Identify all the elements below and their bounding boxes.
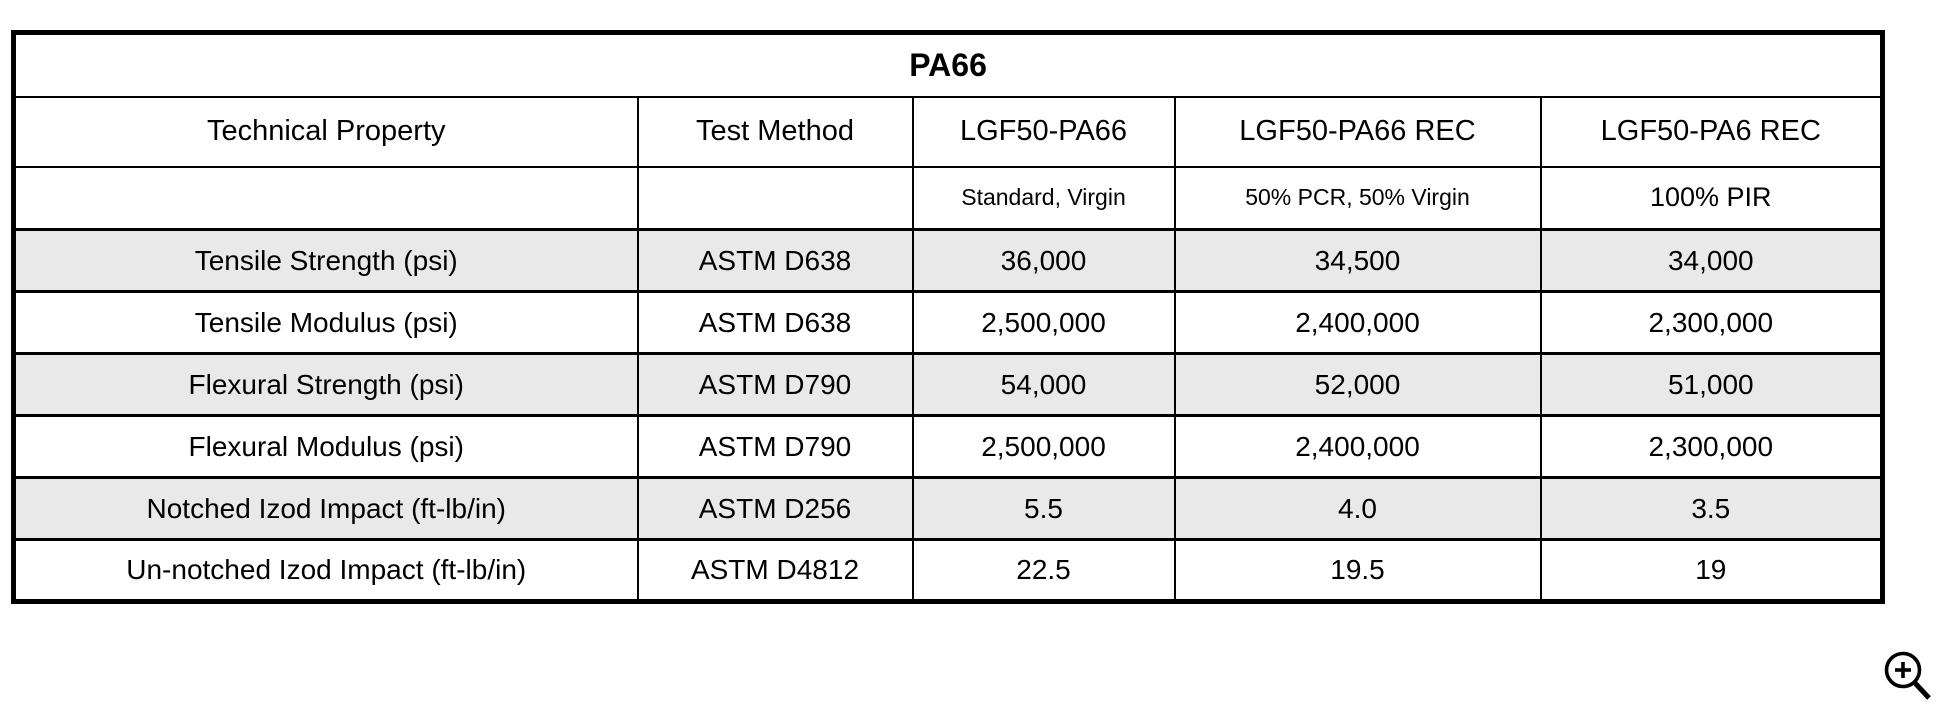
column-header-lgf50-pa66: LGF50-PA66: [911, 95, 1176, 168]
table-row: Flexural Strength (psi) ASTM D790 54,000…: [12, 352, 1884, 417]
value-cell: 2,300,000: [1539, 414, 1884, 479]
property-cell: Flexural Modulus (psi): [12, 414, 639, 479]
property-cell: Notched Izod Impact (ft-lb/in): [12, 476, 639, 541]
value-cell: 2,500,000: [911, 290, 1176, 355]
value-cell: 2,300,000: [1539, 290, 1884, 355]
test-method-cell: ASTM D638: [636, 290, 914, 355]
value-cell: 3.5: [1539, 476, 1884, 541]
table-row: Notched Izod Impact (ft-lb/in) ASTM D256…: [12, 476, 1884, 541]
property-cell: Tensile Modulus (psi): [12, 290, 639, 355]
column-header-test-method: Test Method: [636, 95, 914, 168]
test-method-cell: ASTM D638: [636, 228, 914, 293]
value-cell: 19.5: [1173, 538, 1542, 603]
column-header-lgf50-pa6-rec: LGF50-PA6 REC: [1539, 95, 1884, 168]
column-subheader-pcr-virgin: 50% PCR, 50% Virgin: [1173, 165, 1542, 231]
value-cell: 2,500,000: [911, 414, 1176, 479]
value-cell: 34,000: [1539, 228, 1884, 293]
column-subheader-standard-virgin: Standard, Virgin: [911, 165, 1176, 231]
table-row: Flexural Modulus (psi) ASTM D790 2,500,0…: [12, 414, 1884, 479]
value-cell: 5.5: [911, 476, 1176, 541]
table-subheader-row: Standard, Virgin 50% PCR, 50% Virgin 100…: [12, 165, 1884, 231]
table-row: Tensile Modulus (psi) ASTM D638 2,500,00…: [12, 290, 1884, 355]
value-cell: 52,000: [1173, 352, 1542, 417]
zoom-in-icon[interactable]: [1882, 649, 1934, 704]
property-cell: Flexural Strength (psi): [12, 352, 639, 417]
column-subheader-test-method: [636, 165, 914, 231]
table-title: PA66: [12, 31, 1884, 98]
value-cell: 19: [1539, 538, 1884, 603]
value-cell: 4.0: [1173, 476, 1542, 541]
property-cell: Un-notched Izod Impact (ft-lb/in): [12, 538, 639, 603]
value-cell: 54,000: [911, 352, 1176, 417]
column-header-lgf50-pa66-rec: LGF50-PA66 REC: [1173, 95, 1542, 168]
test-method-cell: ASTM D790: [636, 352, 914, 417]
value-cell: 22.5: [911, 538, 1176, 603]
value-cell: 2,400,000: [1173, 414, 1542, 479]
column-subheader-pir: 100% PIR: [1539, 165, 1884, 231]
test-method-cell: ASTM D256: [636, 476, 914, 541]
column-subheader-technical-property: [12, 165, 639, 231]
pa66-spec-table: PA66 Technical Property Test Method LGF5…: [11, 30, 1886, 604]
value-cell: 51,000: [1539, 352, 1884, 417]
property-cell: Tensile Strength (psi): [12, 228, 639, 293]
table-header-row: Technical Property Test Method LGF50-PA6…: [12, 95, 1884, 168]
value-cell: 34,500: [1173, 228, 1542, 293]
table-title-row: PA66: [12, 31, 1884, 98]
test-method-cell: ASTM D4812: [636, 538, 914, 603]
test-method-cell: ASTM D790: [636, 414, 914, 479]
column-header-technical-property: Technical Property: [12, 95, 639, 168]
table-body: Tensile Strength (psi) ASTM D638 36,000 …: [12, 228, 1884, 603]
table-row: Un-notched Izod Impact (ft-lb/in) ASTM D…: [12, 538, 1884, 603]
value-cell: 2,400,000: [1173, 290, 1542, 355]
table-row: Tensile Strength (psi) ASTM D638 36,000 …: [12, 228, 1884, 293]
value-cell: 36,000: [911, 228, 1176, 293]
